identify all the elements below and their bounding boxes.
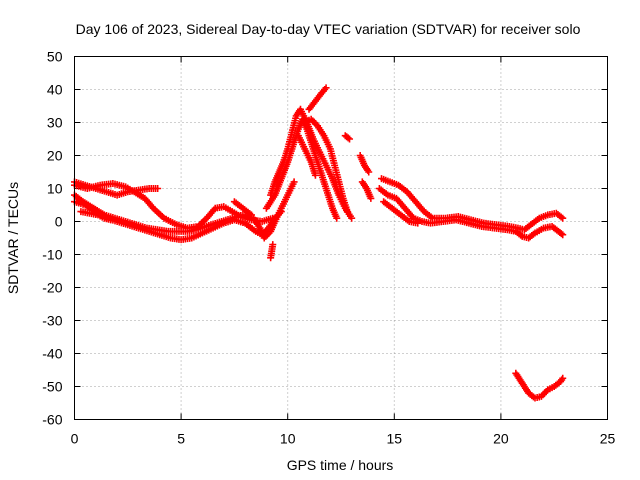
- x-tick-label: 10: [280, 431, 296, 447]
- series-track-p: [378, 175, 567, 234]
- x-axis-label: GPS time / hours: [287, 457, 394, 473]
- chart-title: Day 106 of 2023, Sidereal Day-to-day VTE…: [76, 21, 581, 37]
- series-track-l: [305, 84, 330, 113]
- data-point: [348, 214, 356, 222]
- x-tick-label: 0: [71, 431, 79, 447]
- data-point: [267, 254, 275, 262]
- series-track-s: [512, 369, 567, 402]
- data-point: [414, 219, 422, 227]
- data-point: [559, 214, 567, 222]
- y-tick-label: -20: [42, 280, 62, 296]
- data-point: [367, 194, 375, 202]
- series-track-g: [267, 241, 277, 262]
- data-point: [559, 374, 567, 382]
- series-track-f: [230, 198, 255, 219]
- series-track-m: [341, 132, 354, 143]
- x-tick-label: 15: [387, 431, 403, 447]
- series-track-r: [380, 198, 422, 227]
- data-point: [154, 185, 162, 192]
- data-point: [346, 135, 354, 143]
- data-point: [365, 168, 373, 176]
- y-tick-label: -40: [42, 346, 62, 362]
- data-point: [343, 208, 351, 216]
- data-point: [107, 216, 115, 224]
- x-tick-label: 5: [177, 431, 185, 447]
- data-point: [557, 230, 565, 238]
- y-tick-label: -10: [42, 247, 62, 263]
- y-tick-label: -50: [42, 379, 62, 395]
- x-tick-label: 25: [600, 431, 616, 447]
- series-track-e: [77, 208, 115, 224]
- y-axis-label: SDTVAR / TECUs: [5, 182, 21, 294]
- data-point: [311, 171, 319, 179]
- y-tick-label: 0: [55, 214, 63, 230]
- y-tick-label: 30: [47, 115, 63, 131]
- data-point: [344, 134, 352, 142]
- data-point: [247, 211, 255, 219]
- data-point: [290, 178, 298, 186]
- series-track-n: [356, 152, 373, 176]
- data-point: [277, 208, 285, 216]
- plot-frame: [74, 56, 608, 420]
- y-tick-label: -30: [42, 313, 62, 329]
- data-points: [71, 84, 567, 402]
- series-track-q: [375, 185, 567, 242]
- series-track-o: [358, 178, 375, 202]
- y-tick-label: 20: [47, 148, 63, 164]
- series-track-k: [294, 132, 319, 179]
- grid: [74, 56, 608, 420]
- y-tick-label: 50: [47, 49, 63, 65]
- data-point: [333, 214, 341, 222]
- x-tick-label: 20: [493, 431, 509, 447]
- data-point: [322, 84, 330, 92]
- y-tick-label: 10: [47, 181, 63, 197]
- series-track-j: [301, 115, 351, 216]
- y-tick-label: -60: [42, 412, 62, 428]
- y-tick-label: 40: [47, 82, 63, 98]
- axis-ticks: 50 40 30 20 10 0 -10 -20 -30 -40 -50 -60 0 5 10 15 20 25: [42, 49, 615, 447]
- data-point: [559, 231, 567, 239]
